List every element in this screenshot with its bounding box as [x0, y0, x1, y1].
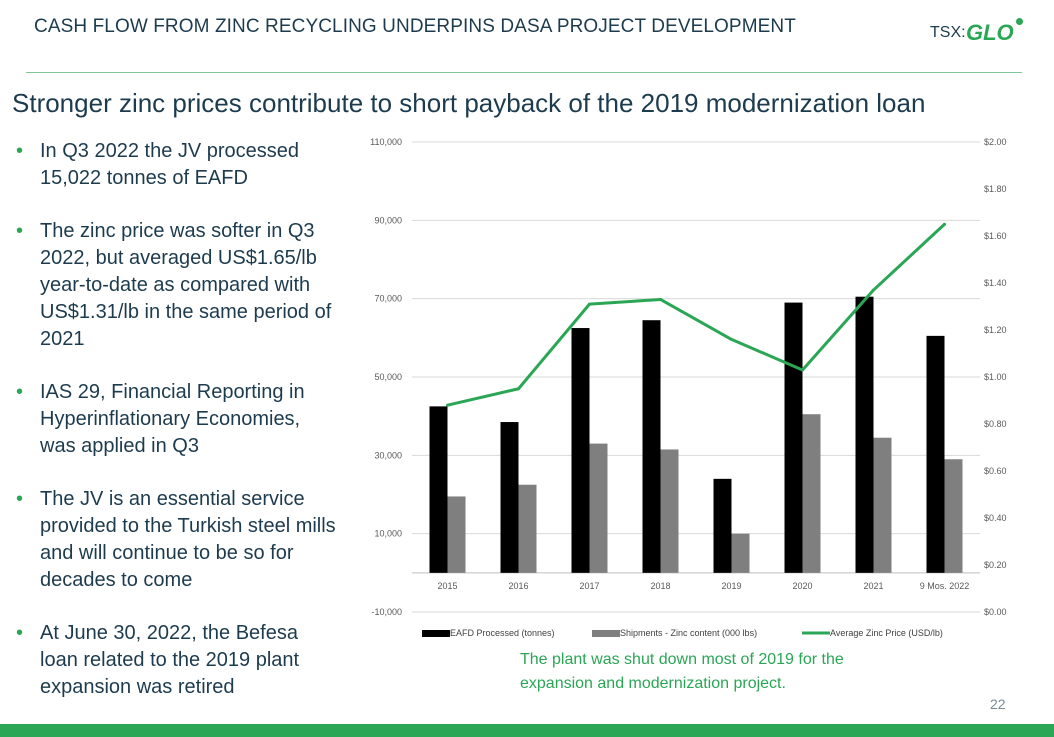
- bar-eafd-processed: [571, 328, 590, 573]
- y-left-tick-label: 10,000: [374, 529, 402, 539]
- bullet-item: • The zinc price was softer in Q3 2022, b…: [16, 218, 336, 353]
- chart-note: The plant was shut down most of 2019 for…: [520, 651, 844, 692]
- header-title: CASH FLOW FROM ZINC RECYCLING UNDERPINS …: [34, 16, 796, 37]
- bullet-icon: •: [16, 140, 24, 162]
- bullet-icon: •: [16, 381, 24, 403]
- y-right-tick-label: $1.20: [984, 325, 1007, 335]
- line-point: [659, 297, 662, 301]
- legend-swatch-eafd: [422, 630, 450, 637]
- slide-subtitle: Stronger zinc prices contribute to short…: [12, 88, 926, 118]
- bullet-text: The JV is an essential service provided …: [40, 488, 336, 591]
- line-point: [588, 302, 591, 306]
- line-zinc-price: [447, 223, 946, 407]
- bar-zinc-shipments: [802, 414, 821, 573]
- y-left-tick-label: 30,000: [374, 450, 402, 460]
- line-point: [872, 288, 875, 292]
- combo-chart: 110,000 90,000 70,000 50,000 30,000 10,000 -10…: [370, 137, 1007, 638]
- bar-zinc-shipments: [944, 459, 963, 573]
- y-right-tick-label: $0.80: [984, 419, 1007, 429]
- y-right-tick-label: $0.20: [984, 560, 1007, 570]
- line-point: [943, 222, 946, 226]
- x-tick-label: 2015: [437, 581, 457, 591]
- bullet-item: • At June 30, 2022, the Befesa loan relat…: [16, 620, 336, 701]
- logo-text: GLO: [966, 20, 1014, 45]
- bar-zinc-shipments: [447, 496, 466, 573]
- company-logo: TSX: GLO: [930, 18, 1030, 52]
- x-tick-label: 2017: [579, 581, 599, 591]
- bar-eafd-processed: [784, 302, 803, 573]
- y-left-tick-label: 110,000: [370, 137, 402, 147]
- bar-eafd-processed: [500, 422, 519, 573]
- bar-eafd-processed: [855, 296, 874, 573]
- legend-swatch-shipments: [592, 630, 620, 637]
- y-left-tick-label: -10,000: [371, 607, 402, 617]
- x-tick-label: 2016: [508, 581, 528, 591]
- x-tick-label: 2020: [792, 581, 812, 591]
- bullet-text: IAS 29, Financial Reporting in Hyperinfl…: [40, 381, 305, 457]
- y-left-tick-label: 90,000: [374, 215, 402, 225]
- y-right-tick-label: $1.60: [984, 231, 1007, 241]
- y-right-tick-label: $1.40: [984, 278, 1007, 288]
- x-tick-label: 9 Mos. 2022: [920, 581, 970, 591]
- line-point: [446, 403, 449, 407]
- y-left-tick-label: 70,000: [374, 294, 402, 304]
- bar-zinc-shipments: [660, 449, 679, 573]
- y-right-tick-label: $0.60: [984, 466, 1007, 476]
- y-right-tick-label: $1.80: [984, 184, 1007, 194]
- bar-eafd-processed: [926, 335, 945, 573]
- legend-label-eafd: EAFD Processed (tonnes): [450, 628, 555, 638]
- y-right-tick-label: $0.00: [984, 607, 1007, 617]
- bullet-text: At June 30, 2022, the Befesa loan relate…: [40, 622, 300, 698]
- bullet-icon: •: [16, 622, 24, 644]
- page-number: 22: [990, 696, 1006, 712]
- logo-prefix: TSX:: [930, 24, 966, 41]
- x-tick-label: 2021: [863, 581, 883, 591]
- line-point: [517, 387, 520, 391]
- bar-zinc-shipments: [589, 443, 608, 573]
- line-point: [801, 368, 804, 372]
- bar-zinc-shipments: [518, 484, 537, 573]
- logo-dot-icon: [1016, 18, 1023, 25]
- bullet-item: • IAS 29, Financial Reporting in Hyperinf…: [16, 379, 336, 460]
- y-left-tick-label: 50,000: [374, 372, 402, 382]
- legend-label-price: Average Zinc Price (USD/lb): [830, 628, 943, 638]
- bullet-list: • In Q3 2022 the JV processed 15,022 tonn…: [16, 138, 336, 727]
- y-right-tick-label: $0.40: [984, 513, 1007, 523]
- header-divider: [26, 72, 1022, 73]
- line-point: [730, 337, 733, 341]
- bullet-icon: •: [16, 488, 24, 510]
- bar-eafd-processed: [642, 320, 661, 573]
- bullet-item: • The JV is an essential service provided…: [16, 486, 336, 594]
- bar-eafd-processed: [713, 478, 732, 573]
- footer-bar: [0, 724, 1054, 737]
- x-tick-label: 2018: [650, 581, 670, 591]
- x-tick-label: 2019: [721, 581, 741, 591]
- bullet-text: In Q3 2022 the JV processed 15,022 tonne…: [40, 140, 300, 189]
- bullet-item: • In Q3 2022 the JV processed 15,022 tonn…: [16, 138, 336, 192]
- bar-zinc-shipments: [873, 437, 892, 573]
- bar-zinc-shipments: [731, 533, 750, 573]
- bullet-icon: •: [16, 220, 24, 242]
- legend-label-shipments: Shipments - Zinc content (000 lbs): [620, 628, 757, 638]
- y-right-tick-label: $2.00: [984, 137, 1007, 147]
- y-right-tick-label: $1.00: [984, 372, 1007, 382]
- bullet-text: The zinc price was softer in Q3 2022, bu…: [40, 220, 332, 350]
- bar-eafd-processed: [429, 406, 448, 573]
